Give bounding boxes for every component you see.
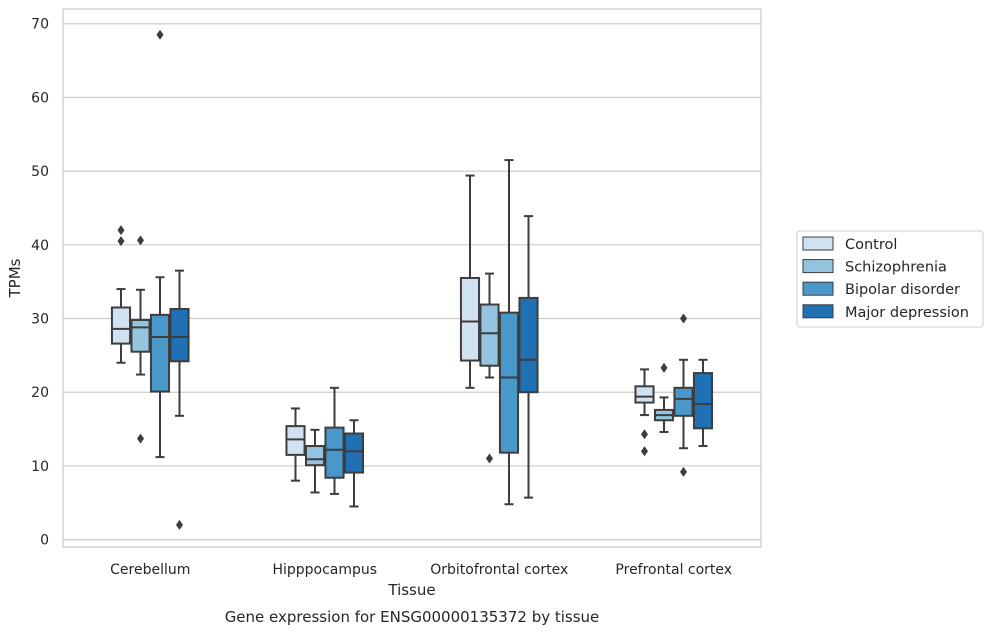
outlier-point <box>156 29 164 40</box>
y-tick-label: 30 <box>31 312 49 328</box>
box-iqr <box>498 311 520 454</box>
box-schizophrenia-0 <box>130 235 151 444</box>
box-iqr <box>692 372 714 430</box>
y-tick-label: 0 <box>40 533 49 549</box>
box-control-1 <box>285 407 306 482</box>
x-axis-ticks: Cerebellum Hipppocampus Orbitofrontal cort… <box>110 562 732 578</box>
box-iqr <box>518 296 539 394</box>
boxes-layer <box>110 29 714 530</box>
outlier-point <box>176 519 183 530</box>
box-major-depression-1 <box>343 419 365 508</box>
y-axis-ticks: 0 10 20 30 40 50 60 70 <box>31 17 49 549</box>
outlier-point <box>660 362 668 373</box>
legend-label: Major depression <box>845 305 969 321</box>
box-schizophrenia-2 <box>479 272 500 464</box>
legend-swatch <box>802 281 834 296</box>
chart-caption: Gene expression for ENSG00000135372 by t… <box>225 608 600 626</box>
y-tick-label: 60 <box>31 90 49 106</box>
outlier-point <box>137 433 144 444</box>
box-iqr <box>343 432 365 474</box>
outlier-point <box>641 446 648 457</box>
outlier-point <box>680 466 687 477</box>
box-control-2 <box>459 174 481 389</box>
y-tick-label: 50 <box>31 164 49 180</box>
legend: Control Schizophrenia Bipolar disorder Majo… <box>796 230 984 328</box>
legend-label: Bipolar disorder <box>845 282 960 298</box>
box-iqr <box>304 445 326 467</box>
box-bipolar-disorder-0 <box>149 29 171 459</box>
legend-label: Schizophrenia <box>845 260 947 276</box>
legend-label: Control <box>845 237 897 253</box>
box-schizophrenia-1 <box>304 428 326 494</box>
box-iqr <box>169 307 190 363</box>
y-tick-label: 20 <box>31 385 49 401</box>
outlier-point <box>117 225 125 236</box>
box-bipolar-disorder-1 <box>324 386 345 495</box>
legend-swatch <box>802 259 834 274</box>
x-tick-label: Prefrontal cortex <box>615 562 732 578</box>
y-tick-label: 10 <box>31 459 49 475</box>
box-schizophrenia-3 <box>653 362 675 434</box>
box-iqr <box>130 319 151 353</box>
box-bipolar-disorder-3 <box>673 313 694 477</box>
box-iqr <box>324 426 345 479</box>
box-iqr <box>149 313 171 393</box>
outlier-point <box>137 235 144 246</box>
box-iqr <box>673 386 694 417</box>
box-control-3 <box>634 368 655 457</box>
box-iqr <box>459 277 481 362</box>
x-tick-label: Orbitofrontal cortex <box>430 562 568 578</box>
legend-frame <box>796 230 984 328</box>
box-control-0 <box>110 225 132 364</box>
plot-frame <box>62 8 762 548</box>
x-tick-label: Cerebellum <box>110 562 190 578</box>
box-major-depression-0 <box>169 269 190 530</box>
outlier-point <box>486 453 493 464</box>
outlier-point <box>641 429 648 440</box>
x-tick-label: Hipppocampus <box>272 562 377 578</box>
outlier-point <box>680 313 687 324</box>
box-iqr <box>285 425 306 456</box>
box-major-depression-2 <box>518 215 539 499</box>
box-iqr <box>110 306 132 345</box>
y-axis-label: TPMs <box>6 258 24 298</box>
box-major-depression-3 <box>692 358 714 448</box>
legend-swatch <box>802 304 834 319</box>
x-axis-label: Tissue <box>387 581 435 599</box>
box-bipolar-disorder-2 <box>498 159 520 506</box>
y-tick-label: 70 <box>31 17 49 33</box>
legend-swatch <box>802 236 834 251</box>
box-iqr <box>634 385 655 404</box>
box-iqr <box>479 303 500 367</box>
y-tick-label: 40 <box>31 238 49 254</box>
outlier-point <box>117 236 125 247</box>
